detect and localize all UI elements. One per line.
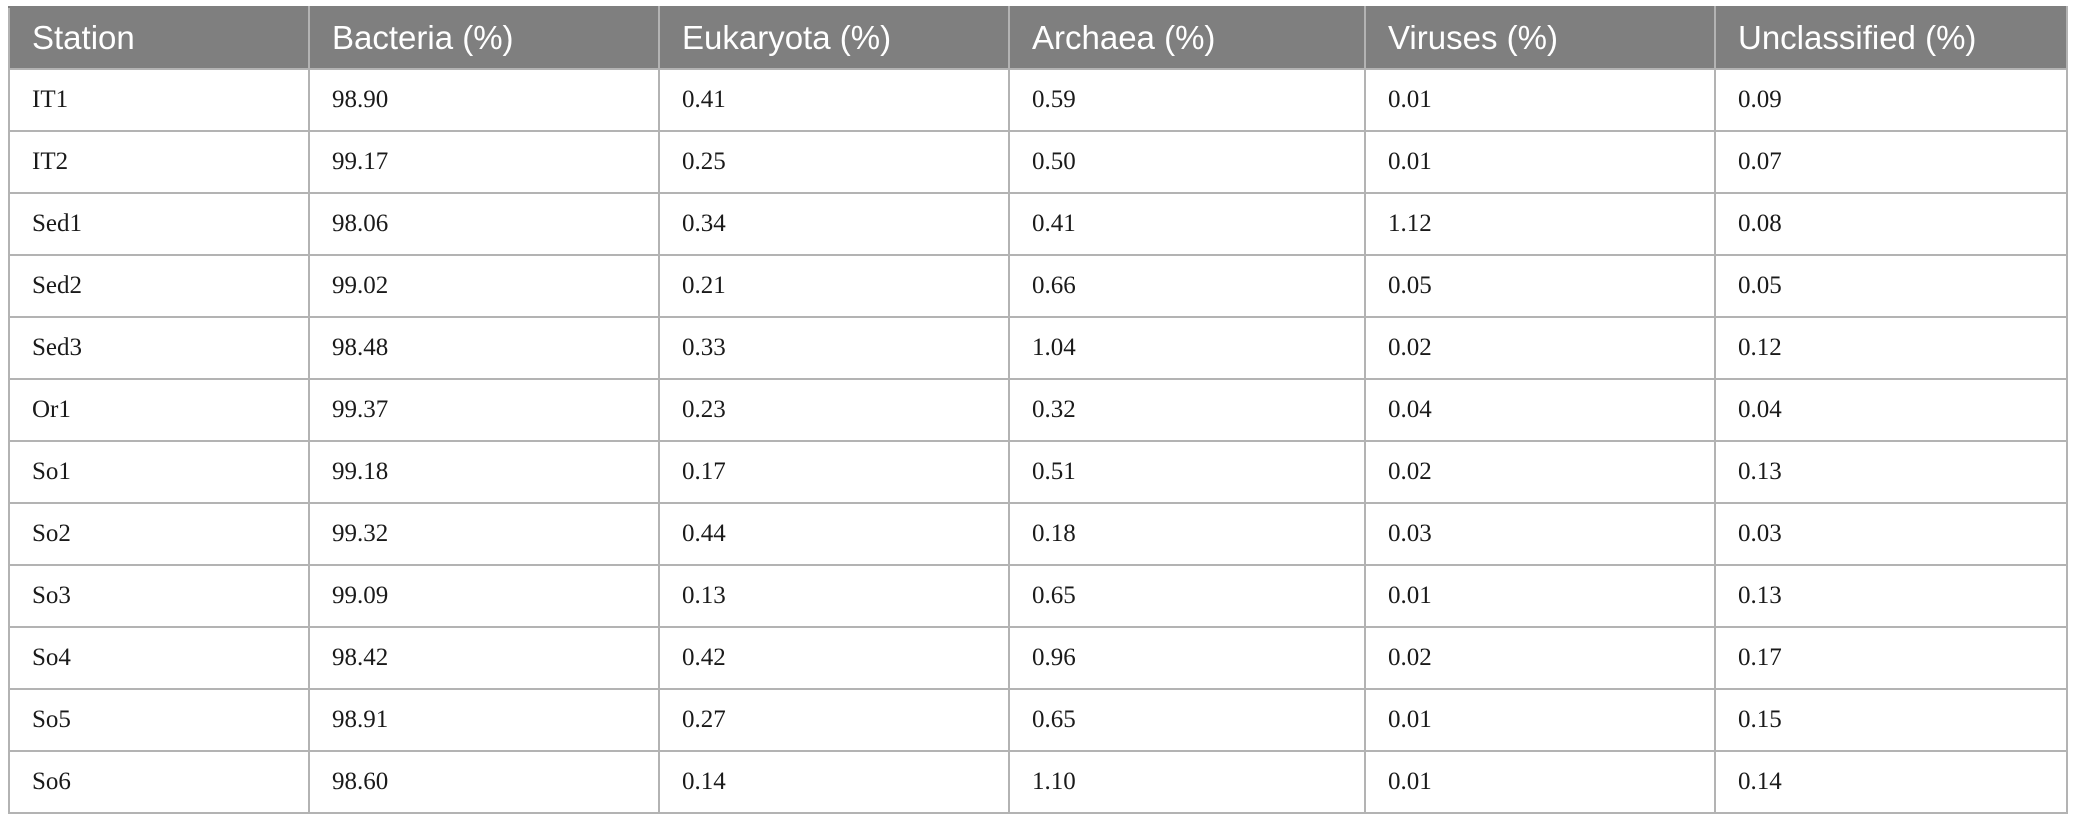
cell-archaea: 0.51 (1008, 440, 1366, 504)
table-row: So3 99.09 0.13 0.65 0.01 0.13 (8, 564, 2068, 628)
cell-station: So6 (8, 750, 310, 814)
cell-station: So4 (8, 626, 310, 690)
composition-table-container: Station Bacteria (%) Eukaryota (%) Archa… (8, 6, 2068, 814)
cell-viruses: 0.02 (1364, 440, 1716, 504)
cell-archaea: 0.59 (1008, 68, 1366, 132)
cell-archaea: 0.50 (1008, 130, 1366, 194)
header-bacteria: Bacteria (%) (308, 6, 660, 70)
cell-bacteria: 98.42 (308, 626, 660, 690)
cell-eukaryota: 0.25 (658, 130, 1010, 194)
cell-archaea: 0.65 (1008, 688, 1366, 752)
cell-bacteria: 99.17 (308, 130, 660, 194)
cell-unclassified: 0.15 (1714, 688, 2068, 752)
cell-station: Sed2 (8, 254, 310, 318)
table-row: Or1 99.37 0.23 0.32 0.04 0.04 (8, 378, 2068, 442)
cell-station: IT1 (8, 68, 310, 132)
cell-unclassified: 0.13 (1714, 564, 2068, 628)
cell-station: IT2 (8, 130, 310, 194)
cell-bacteria: 98.90 (308, 68, 660, 132)
cell-eukaryota: 0.41 (658, 68, 1010, 132)
cell-archaea: 0.66 (1008, 254, 1366, 318)
cell-station: Sed1 (8, 192, 310, 256)
cell-unclassified: 0.04 (1714, 378, 2068, 442)
cell-unclassified: 0.12 (1714, 316, 2068, 380)
cell-bacteria: 98.91 (308, 688, 660, 752)
table-row: So4 98.42 0.42 0.96 0.02 0.17 (8, 626, 2068, 690)
cell-unclassified: 0.05 (1714, 254, 2068, 318)
table-row: Sed1 98.06 0.34 0.41 1.12 0.08 (8, 192, 2068, 256)
cell-station: Or1 (8, 378, 310, 442)
cell-bacteria: 99.09 (308, 564, 660, 628)
cell-bacteria: 98.60 (308, 750, 660, 814)
cell-viruses: 0.01 (1364, 750, 1716, 814)
header-eukaryota: Eukaryota (%) (658, 6, 1010, 70)
header-unclassified: Unclassified (%) (1714, 6, 2068, 70)
cell-bacteria: 99.32 (308, 502, 660, 566)
cell-unclassified: 0.09 (1714, 68, 2068, 132)
table-row: IT2 99.17 0.25 0.50 0.01 0.07 (8, 130, 2068, 194)
cell-viruses: 0.02 (1364, 316, 1716, 380)
table-row: So2 99.32 0.44 0.18 0.03 0.03 (8, 502, 2068, 566)
header-row: Station Bacteria (%) Eukaryota (%) Archa… (8, 6, 2068, 70)
cell-station: So5 (8, 688, 310, 752)
cell-bacteria: 98.06 (308, 192, 660, 256)
cell-eukaryota: 0.17 (658, 440, 1010, 504)
taxonomic-composition-table: Station Bacteria (%) Eukaryota (%) Archa… (8, 6, 2068, 814)
table-row: So6 98.60 0.14 1.10 0.01 0.14 (8, 750, 2068, 814)
cell-viruses: 0.01 (1364, 564, 1716, 628)
cell-unclassified: 0.13 (1714, 440, 2068, 504)
cell-station: So1 (8, 440, 310, 504)
header-viruses: Viruses (%) (1364, 6, 1716, 70)
cell-unclassified: 0.14 (1714, 750, 2068, 814)
cell-archaea: 1.04 (1008, 316, 1366, 380)
cell-eukaryota: 0.23 (658, 378, 1010, 442)
cell-station: So2 (8, 502, 310, 566)
cell-eukaryota: 0.34 (658, 192, 1010, 256)
cell-archaea: 1.10 (1008, 750, 1366, 814)
cell-viruses: 0.05 (1364, 254, 1716, 318)
cell-viruses: 0.03 (1364, 502, 1716, 566)
table-row: So1 99.18 0.17 0.51 0.02 0.13 (8, 440, 2068, 504)
table-body: IT1 98.90 0.41 0.59 0.01 0.09 IT2 99.17 0.25 0.50… (8, 68, 2068, 814)
cell-unclassified: 0.03 (1714, 502, 2068, 566)
table-row: Sed2 99.02 0.21 0.66 0.05 0.05 (8, 254, 2068, 318)
cell-bacteria: 99.02 (308, 254, 660, 318)
cell-eukaryota: 0.44 (658, 502, 1010, 566)
table-header: Station Bacteria (%) Eukaryota (%) Archa… (8, 6, 2068, 70)
cell-archaea: 0.96 (1008, 626, 1366, 690)
table-row: Sed3 98.48 0.33 1.04 0.02 0.12 (8, 316, 2068, 380)
cell-archaea: 0.32 (1008, 378, 1366, 442)
cell-station: Sed3 (8, 316, 310, 380)
cell-bacteria: 99.37 (308, 378, 660, 442)
cell-viruses: 0.02 (1364, 626, 1716, 690)
cell-viruses: 0.01 (1364, 688, 1716, 752)
table-row: IT1 98.90 0.41 0.59 0.01 0.09 (8, 68, 2068, 132)
header-archaea: Archaea (%) (1008, 6, 1366, 70)
cell-archaea: 0.41 (1008, 192, 1366, 256)
cell-unclassified: 0.08 (1714, 192, 2068, 256)
cell-eukaryota: 0.13 (658, 564, 1010, 628)
cell-bacteria: 99.18 (308, 440, 660, 504)
cell-viruses: 0.01 (1364, 130, 1716, 194)
header-station: Station (8, 6, 310, 70)
cell-unclassified: 0.07 (1714, 130, 2068, 194)
cell-unclassified: 0.17 (1714, 626, 2068, 690)
cell-archaea: 0.65 (1008, 564, 1366, 628)
cell-eukaryota: 0.42 (658, 626, 1010, 690)
table-row: So5 98.91 0.27 0.65 0.01 0.15 (8, 688, 2068, 752)
cell-eukaryota: 0.21 (658, 254, 1010, 318)
cell-eukaryota: 0.27 (658, 688, 1010, 752)
cell-archaea: 0.18 (1008, 502, 1366, 566)
cell-bacteria: 98.48 (308, 316, 660, 380)
cell-eukaryota: 0.33 (658, 316, 1010, 380)
cell-viruses: 1.12 (1364, 192, 1716, 256)
cell-viruses: 0.04 (1364, 378, 1716, 442)
cell-station: So3 (8, 564, 310, 628)
cell-viruses: 0.01 (1364, 68, 1716, 132)
cell-eukaryota: 0.14 (658, 750, 1010, 814)
